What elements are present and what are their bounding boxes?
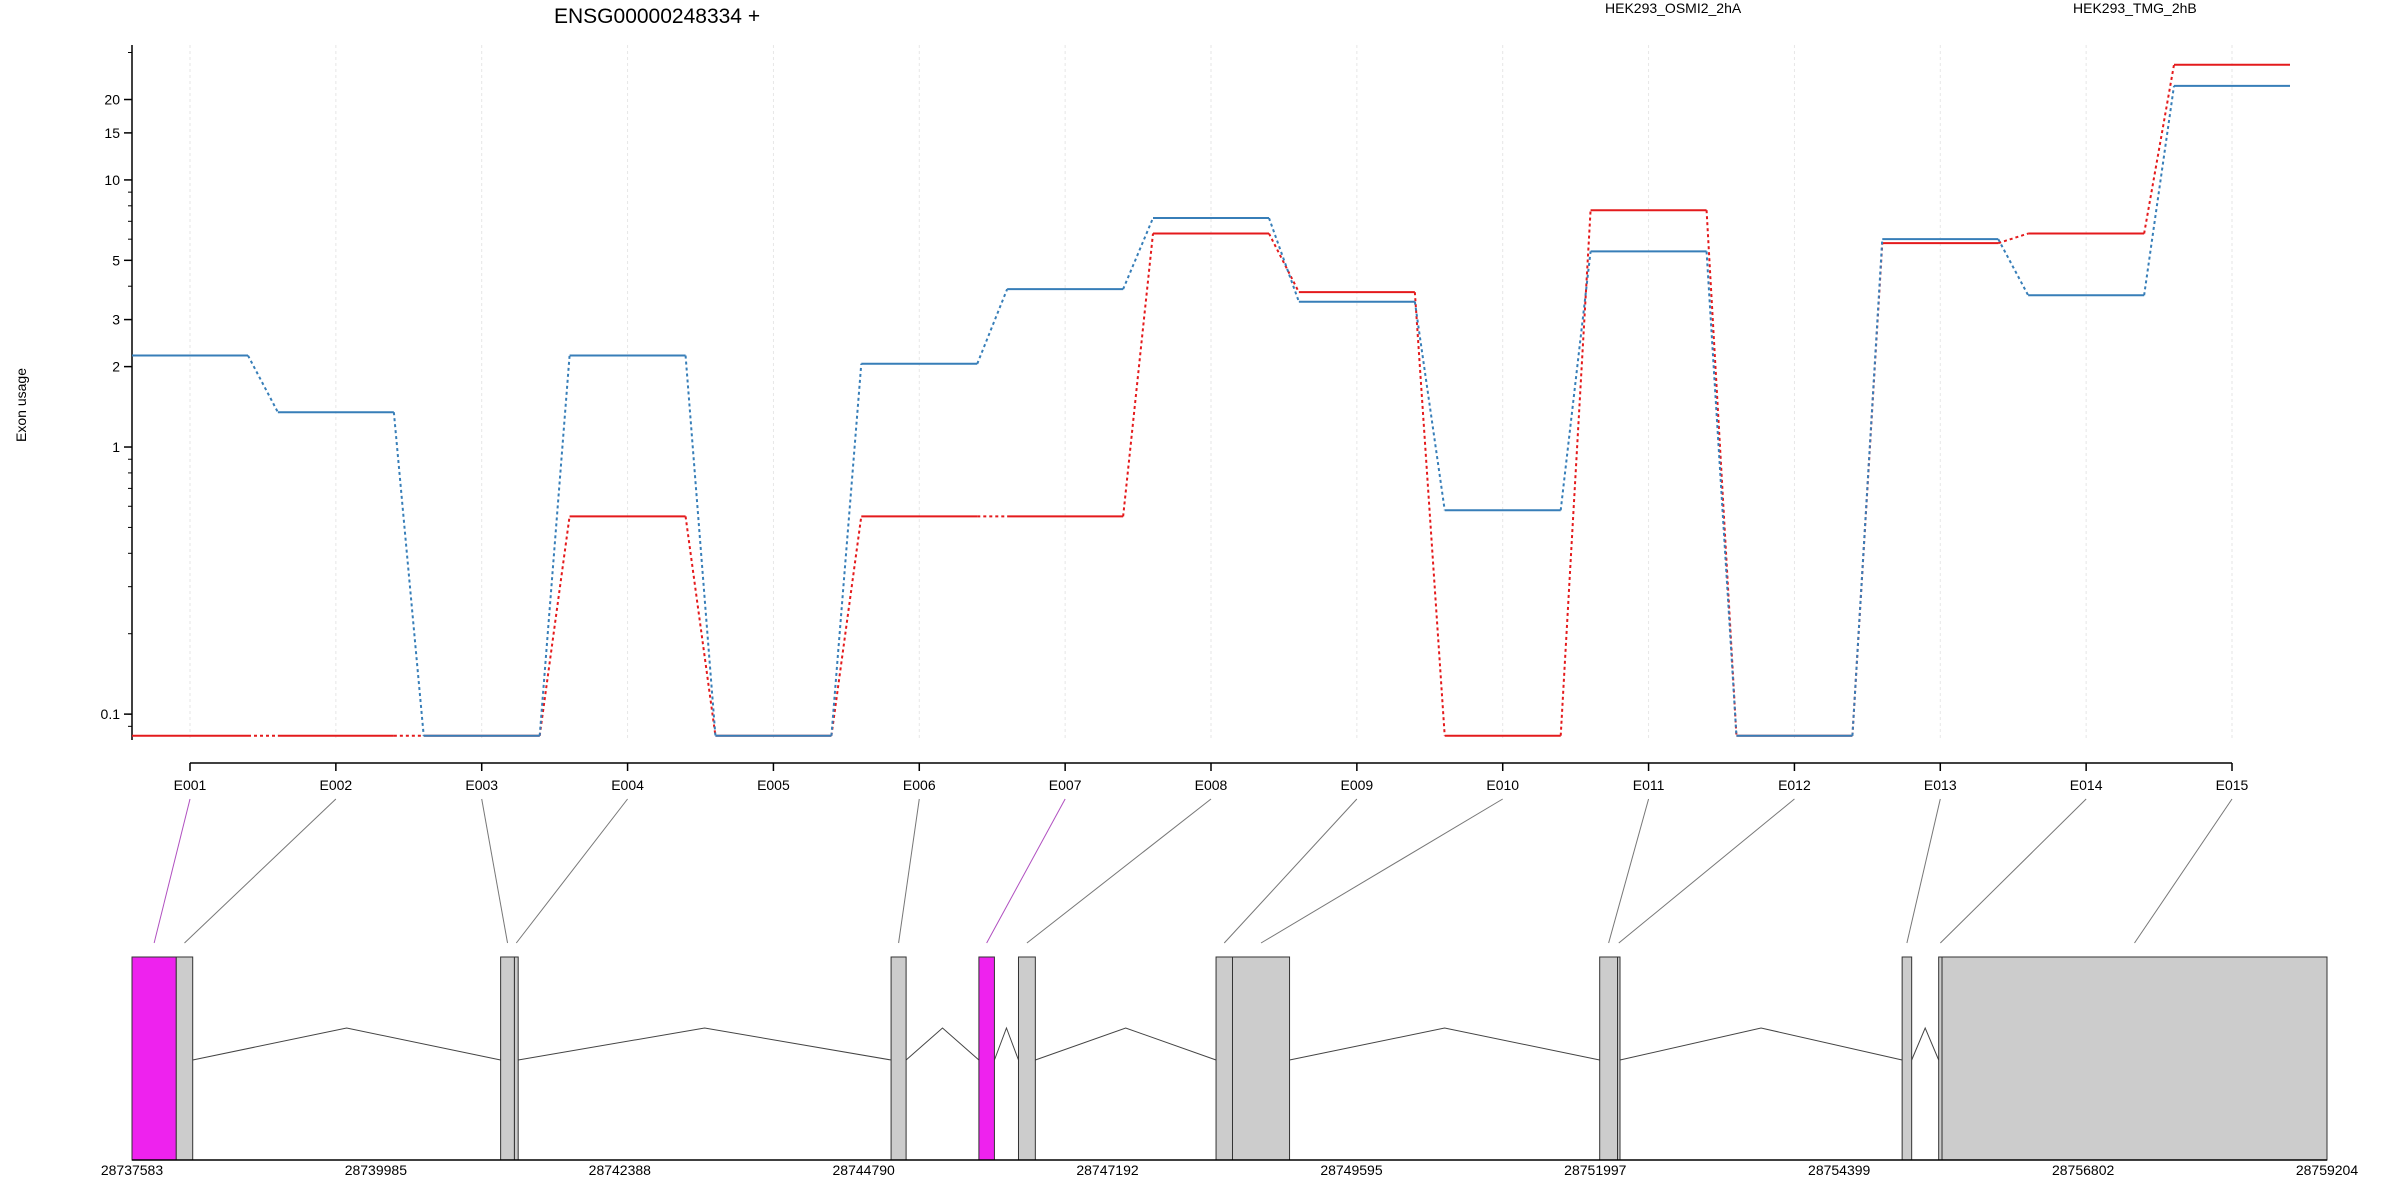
y-tick-label: 10 <box>104 172 120 188</box>
series-0-connector <box>1997 232 2029 245</box>
genome-coordinate-label: 28751997 <box>1564 1162 1627 1178</box>
series-1-connector <box>1559 251 1592 511</box>
genome-coordinate-label: 28754399 <box>1808 1162 1871 1178</box>
exon-connector-E012 <box>1618 798 1795 944</box>
series-0-connector <box>1559 210 1592 736</box>
exon-connector-E013 <box>1906 798 1941 944</box>
series-0-connector <box>1413 292 1446 736</box>
exon-block-E013 <box>1901 956 1913 1161</box>
series-1-connector <box>1413 301 1446 511</box>
exon-label-E005: E005 <box>757 777 790 793</box>
y-tick-label: 1 <box>112 439 120 455</box>
plot-area: 0.1 1 2 3 5 10 15 20 E001 E002 E003 E004 E005 E006 E00… <box>101 45 2290 793</box>
series-1-connector <box>247 355 279 413</box>
exon-block-E001 <box>131 956 177 1161</box>
exon-connector-E014 <box>1940 798 2087 944</box>
exon-label-E003: E003 <box>465 777 498 793</box>
exon-connector-E006 <box>898 798 920 944</box>
exon-connector-E008 <box>1026 798 1212 944</box>
genome-coordinate-label: 28737583 <box>101 1162 164 1178</box>
intron-line <box>905 1027 980 1061</box>
exon-block-E014 <box>1938 956 1943 1161</box>
exon-label-E012: E012 <box>1778 777 1811 793</box>
exon-label-E010: E010 <box>1486 777 1519 793</box>
exon-label-E009: E009 <box>1341 777 1374 793</box>
exon-block-E011 <box>1599 956 1619 1161</box>
chart-title: ENSG00000248334 + <box>554 5 760 28</box>
series-1-connector <box>1851 239 1884 736</box>
exon-label-E015: E015 <box>2216 777 2249 793</box>
exon-block-E015 <box>1941 956 2328 1161</box>
series-0-connector <box>2143 64 2175 234</box>
exon-label-E001: E001 <box>174 777 207 793</box>
exon-label-E008: E008 <box>1195 777 1228 793</box>
intron-line <box>1289 1027 1600 1061</box>
series-0-connector <box>1705 210 1738 736</box>
intron-line <box>1911 1026 1940 1061</box>
genome-coordinate-label: 28747192 <box>1076 1162 1139 1178</box>
y-tick-label: 0.1 <box>101 706 121 722</box>
exon-connector-E007 <box>986 798 1066 944</box>
exon-connector-E003 <box>481 798 509 944</box>
legend-series-tmg: HEK293_TMG_2hB <box>2073 0 2197 16</box>
exon-connector-E001 <box>153 798 191 944</box>
series-1-connector <box>976 288 1009 365</box>
genome-coordinate-label: 28742388 <box>589 1162 652 1178</box>
series-1-connector <box>538 355 571 736</box>
exon-label-E011: E011 <box>1633 777 1665 793</box>
exon-connector-E004 <box>515 798 628 944</box>
exon-label-E006: E006 <box>903 777 936 793</box>
exon-block-E008 <box>1017 956 1036 1161</box>
exon-block-E002 <box>175 956 194 1161</box>
exon-block-E009 <box>1215 956 1233 1161</box>
exon-label-E014: E014 <box>2070 777 2103 793</box>
series-1-connector <box>830 363 863 736</box>
exon-label-E007: E007 <box>1049 777 1082 793</box>
series-1-connector <box>1122 217 1154 290</box>
series-0-connector <box>684 516 717 736</box>
series-1-connector <box>2143 85 2175 296</box>
genome-coordinate-label: 28739985 <box>345 1162 408 1178</box>
intron-line <box>1619 1027 1903 1061</box>
y-axis-label: Exon usage <box>13 368 29 442</box>
series-1-connector <box>1268 217 1300 303</box>
series-0-connector <box>538 516 571 736</box>
exon-connector-E009 <box>1223 798 1358 944</box>
series-1-connector <box>392 412 425 736</box>
intron-line <box>1035 1027 1217 1061</box>
exon-block-E010 <box>1231 956 1291 1161</box>
y-tick-label: 5 <box>112 252 120 268</box>
exon-label-E002: E002 <box>320 777 353 793</box>
series-1-connector <box>684 355 717 736</box>
exon-connector-E015 <box>2134 798 2233 944</box>
exon-block-E004 <box>513 956 519 1161</box>
exon-connector-E002 <box>184 798 337 944</box>
intron-line <box>993 1026 1019 1061</box>
intron-line <box>518 1027 892 1061</box>
y-tick-label: 15 <box>104 125 120 141</box>
genome-coordinate-label: 28744790 <box>833 1162 896 1178</box>
genome-coordinate-label: 28759204 <box>2296 1162 2359 1178</box>
exon-label-E013: E013 <box>1924 777 1957 793</box>
exon-block-E003 <box>500 956 515 1161</box>
intron-line <box>192 1027 501 1061</box>
series-1-connector <box>1705 251 1738 736</box>
gene-model: 28737583 28739985 28742388 28744790 28747192… <box>101 798 2359 1178</box>
series-0-connector <box>1268 233 1300 293</box>
series-0-connector <box>830 516 863 736</box>
exon-connector-E011 <box>1608 798 1650 944</box>
legend-series-osmi2: HEK293_OSMI2_2hA <box>1605 0 1742 16</box>
genome-coordinate-label: 28749595 <box>1320 1162 1383 1178</box>
exon-block-E006 <box>890 956 907 1161</box>
genome-coordinate-label: 28756802 <box>2052 1162 2115 1178</box>
exon-label-E004: E004 <box>611 777 644 793</box>
exon-block-E012 <box>1617 956 1621 1161</box>
exon-connector-E010 <box>1260 798 1503 944</box>
y-tick-label: 3 <box>112 312 120 328</box>
y-tick-label: 2 <box>112 359 120 375</box>
y-tick-label: 20 <box>104 92 120 108</box>
exon-block-E007 <box>978 956 995 1161</box>
series-1-connector <box>1997 238 2030 296</box>
